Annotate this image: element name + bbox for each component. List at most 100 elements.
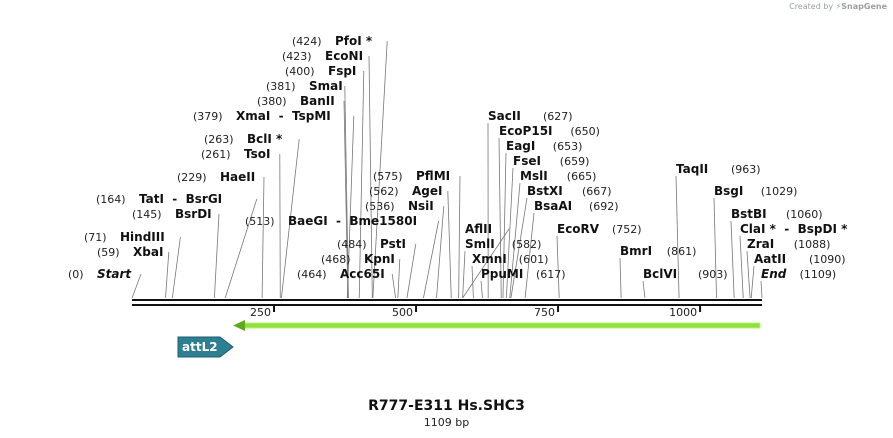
cut-site-name: HindIII	[120, 230, 165, 244]
cut-site-name: MslI	[520, 169, 548, 183]
cut-site-name: SmaI	[309, 79, 343, 93]
cut-site[interactable]: (667) BstXI	[527, 184, 612, 198]
cut-site-connector	[750, 265, 755, 299]
cut-site[interactable]: AflII	[465, 222, 492, 236]
cut-site-connector	[344, 85, 349, 299]
cut-site[interactable]: (659) FseI	[513, 154, 589, 168]
cut-site[interactable]: (145) BsrDI	[132, 207, 212, 221]
cut-site[interactable]: (1060) BstBI	[731, 207, 823, 221]
cut-site-name: EcoNI	[325, 49, 363, 63]
attL2-feature[interactable]: attL2	[177, 336, 234, 358]
cut-site-position: (963)	[731, 163, 761, 176]
cut-site[interactable]: (0) Start	[68, 267, 132, 281]
cut-site-position: (617)	[536, 268, 566, 281]
cut-site[interactable]: (903) BclVI	[643, 267, 728, 281]
cut-site-position: (692)	[589, 200, 619, 213]
cut-site-position: (59)	[97, 246, 120, 259]
construct-length: 1109 bp	[423, 416, 470, 429]
cut-site-name: AatII	[754, 252, 786, 266]
cut-site-connector	[281, 138, 300, 299]
cut-site[interactable]: (963) TaqII	[676, 162, 761, 176]
cut-site[interactable]: (164) TatI - BsrGI	[96, 192, 222, 206]
cut-site[interactable]: (229) HaeII	[177, 170, 255, 184]
cut-site-connector	[447, 190, 452, 299]
cut-site[interactable]: (464) Acc65I	[297, 267, 385, 281]
cut-site-position: (381)	[266, 80, 296, 93]
cut-site-connector	[131, 273, 142, 299]
cut-site-position: (379)	[193, 110, 223, 123]
cut-site-position: (513)	[245, 215, 275, 228]
cut-site-connector	[509, 182, 521, 299]
cut-site-connector	[642, 280, 646, 299]
cut-site[interactable]: (692) BsaAI	[534, 199, 619, 213]
cut-site-position: (261)	[201, 148, 231, 161]
axis-tick-label: 250	[250, 306, 271, 319]
cut-site[interactable]: (582) SmlI	[465, 237, 541, 251]
cut-site-connector	[406, 243, 417, 299]
cut-site[interactable]: (665) MslI	[520, 169, 596, 183]
cut-site[interactable]: (513) BaeGI - Bme1580I	[245, 214, 417, 228]
cut-site-position: (562)	[369, 185, 399, 198]
construct-title: R777-E311 Hs.SHC3	[368, 398, 525, 414]
cut-site-connector	[675, 175, 680, 299]
cut-site[interactable]: (536) NsiI	[365, 199, 434, 213]
cut-site-name: BanII	[300, 94, 335, 108]
cut-site-name: BstBI	[731, 207, 767, 221]
axis-ticks: 250 500 750 1000	[250, 306, 702, 319]
cut-site-position: (423)	[282, 50, 312, 63]
cut-site[interactable]: (379) XmaI - TspMI	[193, 109, 331, 123]
cut-site-name: ClaI * - BspDI *	[740, 222, 848, 236]
cut-site[interactable]: (1029) BsgI	[714, 184, 797, 198]
green-feature-arrow[interactable]	[233, 320, 761, 331]
cut-site[interactable]: (562) AgeI	[369, 184, 442, 198]
cut-site-name: TaqII	[676, 162, 708, 176]
cut-site-connector	[458, 175, 461, 299]
cut-site-connector	[261, 176, 265, 299]
cut-site[interactable]: (617) PpuMI	[481, 267, 566, 281]
cut-site-position: (653)	[553, 140, 583, 153]
cut-site[interactable]: (423) EcoNI	[282, 49, 363, 63]
cut-site-position: (903)	[698, 268, 728, 281]
cut-site[interactable]: (424) PfoI *	[292, 34, 373, 48]
cut-site-name: BclVI	[643, 267, 677, 281]
cut-site[interactable]: (71) HindIII	[84, 230, 165, 244]
cut-site[interactable]: (261) TsoI	[201, 147, 270, 161]
cut-site-connector	[423, 220, 439, 299]
cut-site[interactable]: (601) XmnI	[472, 252, 548, 266]
cut-site[interactable]: (650) EcoP15I	[499, 124, 600, 138]
cut-site-position: (752)	[612, 223, 642, 236]
cut-site[interactable]: (1088) ZraI	[747, 237, 830, 251]
cut-site[interactable]: (575) PflMI	[373, 169, 450, 183]
cut-site-connector	[343, 100, 349, 299]
cut-site[interactable]: (468) KpnI	[321, 252, 395, 266]
cut-site[interactable]: (380) BanII	[257, 94, 335, 108]
cut-site-position: (400)	[285, 65, 315, 78]
cut-site[interactable]: (1109) End	[761, 267, 836, 281]
cut-site[interactable]: (59) XbaI	[97, 245, 163, 259]
cut-site[interactable]: (627) SacII	[488, 109, 573, 123]
cut-site[interactable]: (861) BmrI	[620, 244, 696, 258]
cut-site-position: (145)	[132, 208, 162, 221]
cut-site-name: PpuMI	[481, 267, 523, 281]
cut-site-name: EcoP15I	[499, 124, 553, 138]
cut-site-connector	[471, 265, 474, 299]
cut-site-name: PfoI *	[335, 34, 373, 48]
cut-site[interactable]: (381) SmaI	[266, 79, 343, 93]
cut-site[interactable]: (263) BclI *	[204, 132, 283, 146]
cut-site-connector	[358, 70, 365, 299]
cut-site-lines	[131, 40, 763, 299]
cut-site-position: (861)	[667, 245, 697, 258]
cut-site[interactable]: (484) PstI	[337, 237, 406, 251]
cut-site[interactable]: (400) FspI	[285, 64, 356, 78]
cut-site-connector	[224, 198, 258, 299]
cut-site[interactable]: (1090) AatII	[754, 252, 846, 266]
cut-site-name: PflMI	[416, 169, 450, 183]
cut-site-connector	[746, 250, 751, 299]
cut-site-name: KpnI	[364, 252, 395, 266]
cut-site[interactable]: (752) EcoRV	[557, 222, 642, 236]
cut-site-name: XbaI	[133, 245, 163, 259]
cut-site[interactable]: (653) EagI	[506, 139, 582, 153]
snapgene-logo-icon: ⚡	[835, 2, 842, 11]
cut-site-position: (71)	[84, 231, 107, 244]
cut-site[interactable]: (1076)ClaI * - BspDI *	[740, 222, 893, 236]
